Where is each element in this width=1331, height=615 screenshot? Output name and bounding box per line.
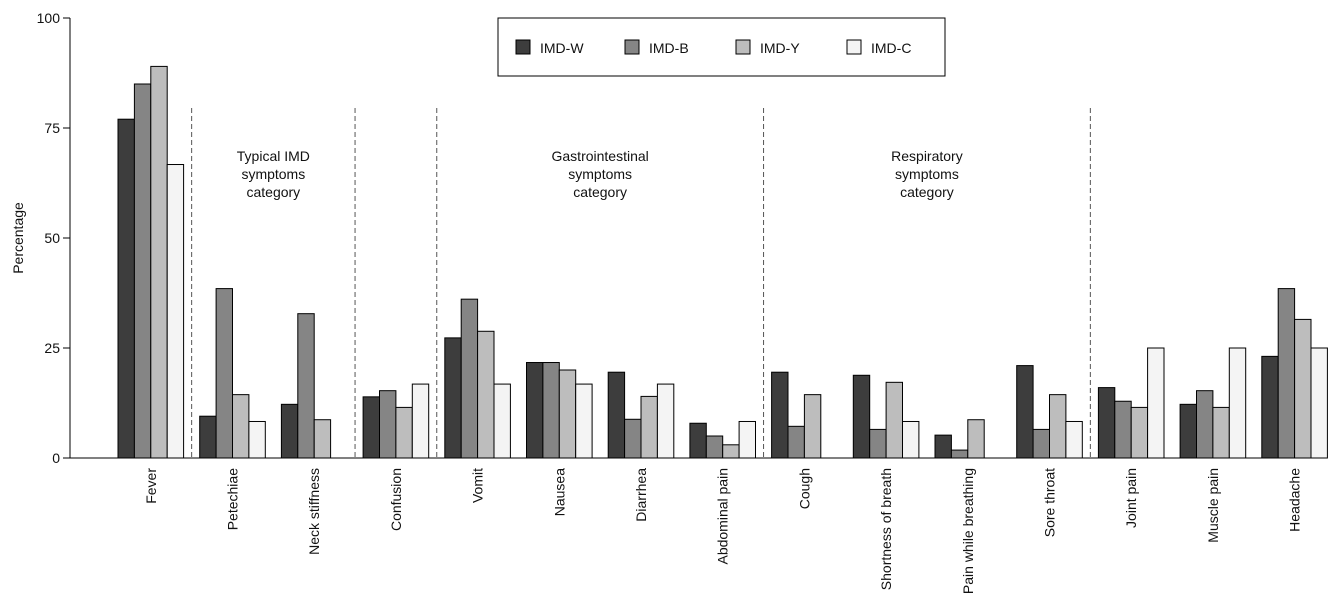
bar-imd-w-abdominal-pain <box>689 422 707 459</box>
bar-imd-w-vomit <box>444 337 462 459</box>
bar-imd-c-shortness-of-breath <box>902 420 920 459</box>
bar-imd-b-pain-while-breathing <box>950 449 969 459</box>
bar-imd-b-joint-pain <box>1114 400 1132 459</box>
bar-imd-w-neck-stiffness <box>280 403 299 459</box>
category-label: Nausea <box>551 468 567 516</box>
legend-label: IMD-B <box>649 40 689 56</box>
bar-imd-y-petechiae <box>232 394 250 459</box>
category-label: Vomit <box>470 468 486 503</box>
legend-box <box>497 17 946 77</box>
bar-imd-b-petechiae <box>215 288 234 459</box>
category-label: Headache <box>1287 468 1303 532</box>
bar-imd-b-vomit <box>460 298 479 459</box>
bar-imd-y-neck-stiffness <box>313 419 332 459</box>
bar-imd-c-sore-throat <box>1065 420 1083 459</box>
bar-imd-y-diarrhea <box>640 395 658 459</box>
bar-imd-c-abdominal-pain <box>738 420 756 459</box>
group-annotation: Respiratory symptoms category <box>891 148 963 200</box>
legend-label: IMD-Y <box>760 40 800 56</box>
bar-imd-y-fever <box>150 65 168 459</box>
bar-imd-b-fever <box>133 83 152 459</box>
bar-imd-w-joint-pain <box>1097 387 1116 459</box>
bar-imd-w-fever <box>117 118 135 459</box>
group-annotation: Gastrointestinal symptoms category <box>552 148 649 200</box>
y-tick-label: 75 <box>44 120 60 136</box>
category-labels: Fever Petechiae Neck stiffness Confusion Vom… <box>143 468 1303 594</box>
y-tick-label: 50 <box>44 230 60 246</box>
bar-imd-c-confusion <box>411 383 430 459</box>
category-label: Fever <box>143 468 159 504</box>
group-annotations: Typical IMD symptoms category Gastrointesti… <box>237 148 963 200</box>
category-label: Neck stiffness <box>306 468 322 555</box>
bar-imd-c-vomit <box>493 383 511 459</box>
legend-label: IMD-C <box>871 40 911 56</box>
bar-imd-w-cough <box>771 371 789 459</box>
bar-imd-y-muscle-pain <box>1212 406 1230 459</box>
bar-imd-w-pain-while-breathing <box>934 434 952 459</box>
legend-label: IMD-W <box>540 40 584 56</box>
bar-imd-y-pain-while-breathing <box>967 419 985 459</box>
bar-imd-y-abdominal-pain <box>722 444 740 459</box>
bar-imd-y-vomit <box>477 330 495 459</box>
category-label: Petechiae <box>225 468 241 530</box>
y-tick-label: 25 <box>44 340 60 356</box>
bar-imd-b-sore-throat <box>1032 428 1050 459</box>
bar-imd-y-nausea <box>558 369 577 459</box>
category-label: Diarrhea <box>633 468 649 522</box>
bar-imd-w-sore-throat <box>1016 365 1034 459</box>
bar-imd-b-diarrhea <box>624 418 642 459</box>
y-tick-label: 100 <box>37 10 61 26</box>
category-label: Joint pain <box>1123 468 1139 528</box>
bar-imd-w-diarrhea <box>607 371 626 459</box>
bar-imd-b-shortness-of-breath <box>869 428 887 459</box>
y-axis-title: Percentage <box>10 202 26 274</box>
category-label: Abdominal pain <box>715 468 731 565</box>
legend-swatch <box>735 39 751 55</box>
legend-swatch <box>515 39 531 55</box>
category-label: Shortness of breath <box>878 468 894 590</box>
legend-swatch <box>846 39 862 55</box>
bar-imd-w-nausea <box>526 362 544 459</box>
y-tick-label: 0 <box>52 450 60 466</box>
bar-imd-w-muscle-pain <box>1179 403 1197 459</box>
bar-imd-y-shortness-of-breath <box>885 381 903 459</box>
bar-imd-c-headache <box>1310 347 1328 459</box>
bar-imd-y-cough <box>803 394 822 459</box>
category-label: Sore throat <box>1042 468 1058 537</box>
bar-imd-b-neck-stiffness <box>297 313 315 459</box>
category-label: Cough <box>796 468 812 509</box>
legend: IMD-W IMD-B IMD-Y IMD-C <box>497 17 946 77</box>
bar-imd-b-cough <box>787 425 805 459</box>
bar-imd-c-diarrhea <box>656 383 675 459</box>
bar-imd-y-confusion <box>395 406 413 459</box>
bar-imd-w-confusion <box>362 396 381 459</box>
legend-swatch <box>624 39 640 55</box>
bar-imd-c-muscle-pain <box>1228 347 1247 459</box>
bar-imd-y-sore-throat <box>1049 394 1067 459</box>
bar-imd-b-muscle-pain <box>1196 390 1214 459</box>
bar-imd-y-joint-pain <box>1130 406 1149 459</box>
bar-imd-y-headache <box>1294 318 1312 459</box>
bar-imd-c-petechiae <box>248 420 266 459</box>
bar-imd-b-headache <box>1277 288 1296 459</box>
bars <box>117 65 1328 459</box>
category-dividers <box>191 108 1091 458</box>
bar-imd-w-petechiae <box>199 415 217 459</box>
bar-imd-b-nausea <box>542 362 560 459</box>
bar-imd-c-nausea <box>575 383 593 459</box>
category-label: Confusion <box>388 468 404 531</box>
bar-imd-b-confusion <box>379 390 397 459</box>
bar-imd-w-headache <box>1261 355 1279 459</box>
category-label: Muscle pain <box>1205 468 1221 543</box>
bar-imd-c-fever <box>166 164 185 459</box>
bar-imd-b-abdominal-pain <box>705 435 724 459</box>
bar-imd-w-shortness-of-breath <box>852 374 871 459</box>
group-annotation: Typical IMD symptoms category <box>237 148 310 200</box>
bar-imd-c-joint-pain <box>1147 347 1165 459</box>
category-label: Pain while breathing <box>960 468 976 594</box>
